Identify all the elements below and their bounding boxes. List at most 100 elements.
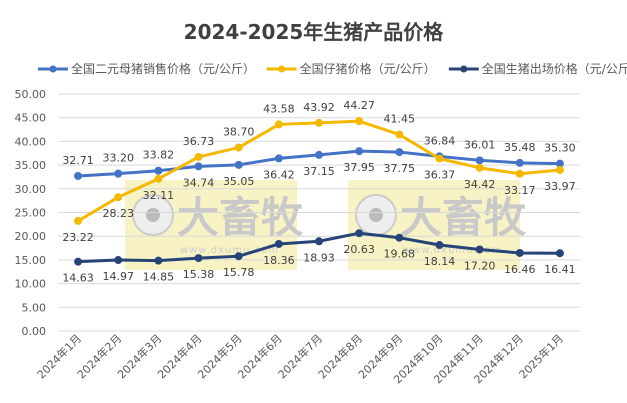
data-label: 36.73 bbox=[183, 135, 215, 148]
data-point bbox=[515, 169, 524, 178]
data-label: 18.36 bbox=[263, 254, 295, 267]
y-tick-label: 30.00 bbox=[15, 183, 47, 196]
data-point bbox=[315, 118, 323, 127]
data-label: 23.22 bbox=[62, 231, 94, 244]
y-tick-label: 15.00 bbox=[15, 254, 47, 267]
watermark-site: www.dxumu.com bbox=[180, 245, 279, 256]
y-tick-label: 40.00 bbox=[15, 135, 47, 148]
data-point bbox=[395, 130, 404, 139]
data-label: 43.58 bbox=[263, 102, 295, 115]
data-label: 34.42 bbox=[464, 178, 496, 191]
data-point bbox=[154, 174, 163, 183]
y-tick-label: 50.00 bbox=[15, 88, 47, 101]
watermark-brand: 大畜牧 bbox=[177, 193, 304, 242]
data-point bbox=[194, 162, 203, 171]
data-point bbox=[355, 229, 364, 238]
data-label: 16.41 bbox=[544, 263, 576, 276]
data-point bbox=[515, 248, 524, 257]
legend-marker bbox=[460, 65, 468, 73]
y-tick-label: 0.00 bbox=[22, 325, 47, 338]
data-point bbox=[234, 252, 243, 261]
data-point bbox=[435, 154, 444, 163]
data-label: 19.68 bbox=[384, 248, 416, 261]
data-point bbox=[315, 150, 323, 159]
data-label: 15.38 bbox=[183, 268, 215, 281]
data-point bbox=[555, 165, 564, 174]
legend-label: 全国仔猪价格（元/公斤） bbox=[300, 61, 436, 76]
data-label: 33.97 bbox=[544, 180, 576, 193]
data-point bbox=[515, 158, 524, 167]
data-label: 34.74 bbox=[183, 176, 215, 189]
data-point bbox=[234, 143, 243, 152]
data-point bbox=[274, 120, 283, 129]
data-point bbox=[555, 159, 564, 168]
data-point bbox=[475, 163, 484, 172]
data-point bbox=[194, 254, 203, 263]
data-point bbox=[475, 156, 484, 165]
data-label: 18.93 bbox=[303, 251, 335, 264]
data-label: 35.48 bbox=[504, 141, 536, 154]
data-label: 14.63 bbox=[62, 272, 94, 285]
data-point bbox=[395, 233, 404, 242]
data-point bbox=[154, 166, 163, 175]
data-label: 36.84 bbox=[424, 134, 456, 147]
chart-title: 2024-2025年生猪产品价格 bbox=[183, 20, 444, 44]
data-point bbox=[435, 241, 444, 250]
data-label: 33.17 bbox=[504, 184, 536, 197]
data-point bbox=[154, 256, 163, 265]
data-label: 16.46 bbox=[504, 263, 536, 276]
watermark-logo-eye-icon bbox=[146, 208, 160, 222]
data-label: 18.14 bbox=[424, 255, 456, 268]
data-label: 14.85 bbox=[143, 271, 175, 284]
data-point bbox=[395, 148, 404, 157]
data-label: 28.23 bbox=[102, 207, 134, 220]
watermark-site: www.dxumu.com bbox=[403, 245, 502, 256]
y-tick-label: 45.00 bbox=[15, 112, 47, 125]
watermark-brand: 大畜牧 bbox=[400, 193, 527, 242]
y-tick-label: 20.00 bbox=[15, 230, 47, 243]
data-point bbox=[194, 152, 203, 161]
data-label: 36.01 bbox=[464, 138, 496, 151]
data-point bbox=[114, 256, 123, 265]
data-label: 36.42 bbox=[263, 168, 295, 181]
data-label: 20.63 bbox=[343, 243, 375, 256]
data-label: 43.92 bbox=[303, 101, 335, 114]
data-point bbox=[74, 216, 83, 225]
data-point bbox=[355, 147, 364, 156]
legend-marker bbox=[278, 65, 286, 73]
legend-label: 全国二元母猪销售价格（元/公斤） bbox=[71, 61, 255, 76]
data-label: 37.15 bbox=[303, 165, 335, 178]
data-label: 35.05 bbox=[223, 175, 255, 188]
data-point bbox=[114, 193, 123, 202]
data-label: 33.20 bbox=[102, 152, 134, 165]
data-label: 38.70 bbox=[223, 126, 255, 139]
data-point bbox=[234, 160, 243, 169]
data-point bbox=[355, 117, 364, 126]
data-point bbox=[74, 257, 83, 266]
data-label: 17.20 bbox=[464, 259, 496, 272]
data-point bbox=[555, 249, 564, 258]
data-label: 37.95 bbox=[343, 161, 375, 174]
y-tick-label: 5.00 bbox=[22, 301, 47, 314]
data-point bbox=[74, 171, 83, 180]
watermark-logo-eye-icon bbox=[369, 208, 383, 222]
data-label: 32.71 bbox=[62, 154, 94, 167]
data-point bbox=[274, 154, 283, 163]
data-label: 14.97 bbox=[102, 270, 134, 283]
data-label: 37.75 bbox=[384, 162, 416, 175]
data-label: 15.78 bbox=[223, 266, 255, 279]
legend-label: 全国生猪出场价格（元/公斤） bbox=[482, 61, 627, 76]
y-tick-label: 25.00 bbox=[15, 207, 47, 220]
data-label: 44.27 bbox=[343, 99, 375, 112]
data-point bbox=[274, 239, 283, 248]
data-label: 32.11 bbox=[143, 189, 175, 202]
data-point bbox=[475, 245, 484, 254]
data-label: 35.30 bbox=[544, 142, 576, 155]
data-point bbox=[114, 169, 123, 178]
y-tick-label: 10.00 bbox=[15, 278, 47, 291]
y-tick-label: 35.00 bbox=[15, 159, 47, 172]
data-label: 36.37 bbox=[424, 169, 456, 182]
data-point bbox=[315, 237, 323, 246]
